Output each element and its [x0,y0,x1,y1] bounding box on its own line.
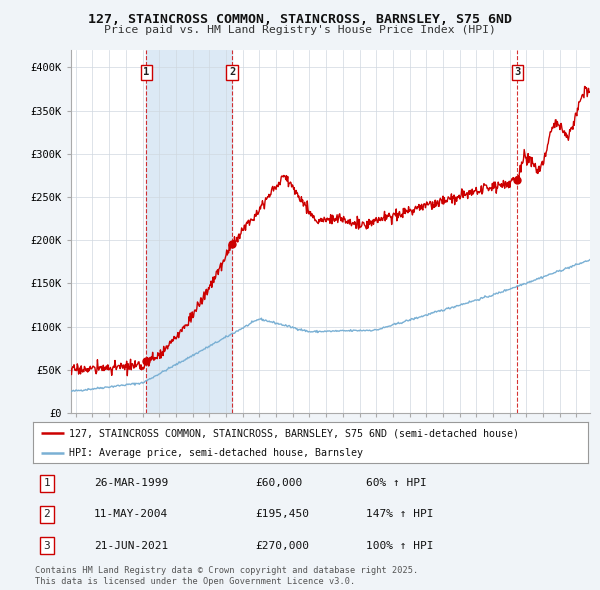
Text: 2: 2 [44,510,50,519]
Text: 11-MAY-2004: 11-MAY-2004 [94,510,168,519]
Text: 127, STAINCROSS COMMON, STAINCROSS, BARNSLEY, S75 6ND (semi-detached house): 127, STAINCROSS COMMON, STAINCROSS, BARN… [69,428,519,438]
Text: 147% ↑ HPI: 147% ↑ HPI [366,510,433,519]
Text: 2: 2 [229,67,235,77]
Text: £60,000: £60,000 [255,478,302,489]
Text: This data is licensed under the Open Government Licence v3.0.: This data is licensed under the Open Gov… [35,577,355,586]
Text: Price paid vs. HM Land Registry's House Price Index (HPI): Price paid vs. HM Land Registry's House … [104,25,496,35]
Text: 21-JUN-2021: 21-JUN-2021 [94,540,168,550]
Text: 100% ↑ HPI: 100% ↑ HPI [366,540,433,550]
Text: 26-MAR-1999: 26-MAR-1999 [94,478,168,489]
Text: 1: 1 [44,478,50,489]
Text: Contains HM Land Registry data © Crown copyright and database right 2025.: Contains HM Land Registry data © Crown c… [35,566,418,575]
Text: HPI: Average price, semi-detached house, Barnsley: HPI: Average price, semi-detached house,… [69,448,363,458]
Text: 127, STAINCROSS COMMON, STAINCROSS, BARNSLEY, S75 6ND: 127, STAINCROSS COMMON, STAINCROSS, BARN… [88,13,512,26]
Bar [146,50,232,413]
Text: 3: 3 [514,67,520,77]
Text: 3: 3 [44,540,50,550]
Text: £195,450: £195,450 [255,510,309,519]
Text: 60% ↑ HPI: 60% ↑ HPI [366,478,427,489]
Text: 1: 1 [143,67,149,77]
Text: £270,000: £270,000 [255,540,309,550]
